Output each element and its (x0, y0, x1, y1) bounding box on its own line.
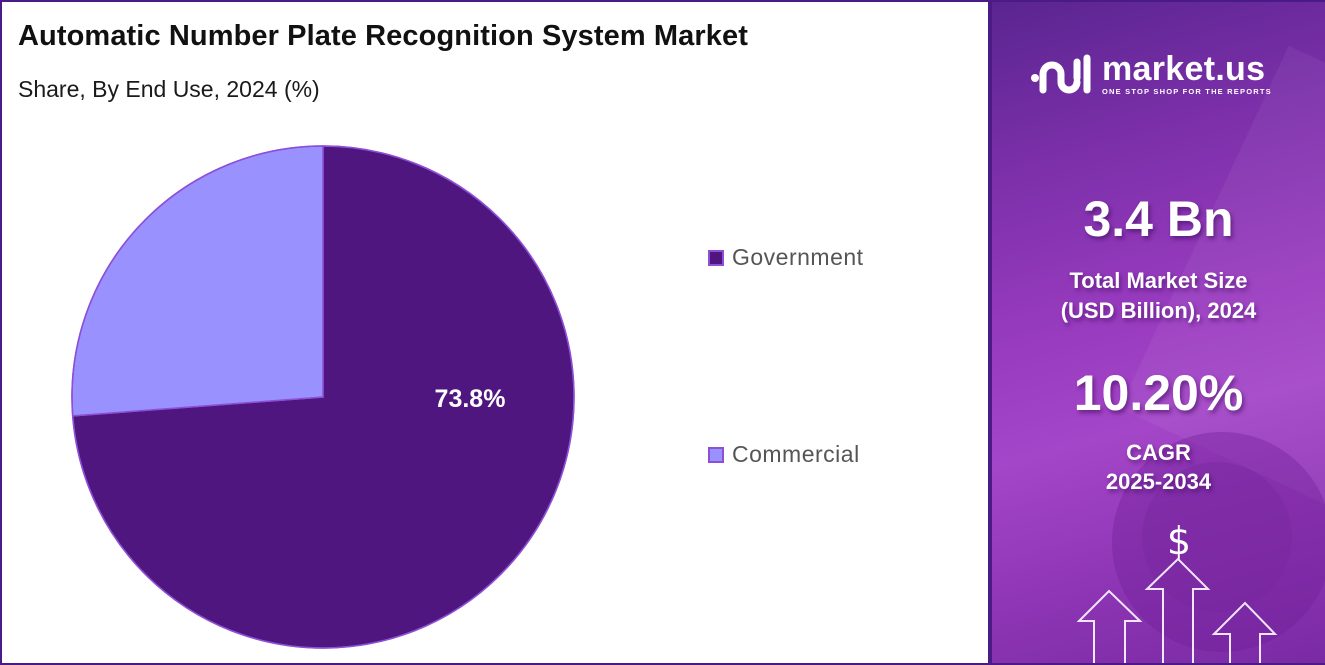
cagr-label-line1: CAGR (1126, 440, 1191, 465)
legend-label-commercial: Commercial (732, 441, 860, 467)
chart-subtitle: Share, By End Use, 2024 (%) (18, 76, 320, 102)
legend-swatch-government (708, 249, 724, 266)
legend-item-commercial[interactable]: Commercial (708, 441, 860, 468)
legend-item-government[interactable]: Government (708, 244, 864, 271)
market-size-value: 3.4 Bn (1083, 191, 1234, 247)
dollar-icon: $ (1167, 519, 1191, 563)
brand-tagline: ONE STOP SHOP FOR THE REPORTS (1102, 87, 1272, 96)
pie-slice-commercial[interactable] (71, 145, 324, 417)
cagr-label-line2: 2025-2034 (1105, 469, 1212, 494)
pie-label-government: 73.8% (435, 385, 506, 413)
market-us-logo-icon (1031, 54, 1091, 94)
cagr-value: 10.20% (1073, 365, 1244, 421)
chart-title: Automatic Number Plate Recognition Syste… (18, 20, 748, 52)
background-cup-shape (1112, 432, 1325, 652)
background-cup-inner (1142, 462, 1292, 612)
pie-chart: 73.8% (68, 142, 578, 652)
brand-name: market.us (1102, 50, 1266, 88)
stats-sidebar: market.us ONE STOP SHOP FOR THE REPORTS … (992, 2, 1325, 663)
market-size-label-line2: (USD Billion), 2024 (1060, 298, 1257, 323)
chart-panel: Automatic Number Plate Recognition Syste… (2, 2, 990, 663)
legend-label-government: Government (732, 244, 864, 270)
pie-outline (71, 145, 575, 649)
panel-divider (988, 2, 992, 663)
legend-swatch-commercial (708, 446, 724, 463)
market-size-label-line1: Total Market Size (1069, 268, 1248, 293)
growth-arrows-icon: $ (1076, 519, 1278, 663)
pie-svg: 73.8% (71, 145, 575, 649)
brand-logo[interactable]: market.us ONE STOP SHOP FOR THE REPORTS (1030, 52, 1272, 96)
